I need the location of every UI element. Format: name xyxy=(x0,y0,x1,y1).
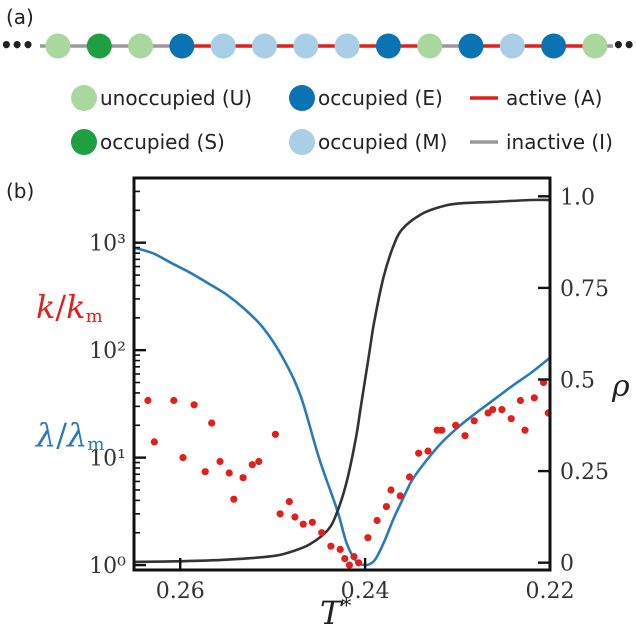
y-right-tick-label: 0.5 xyxy=(560,368,595,393)
y-left-tick-label: 10³ xyxy=(89,232,126,257)
k-data-point xyxy=(318,529,326,537)
k-data-point xyxy=(355,559,363,567)
k-data-point xyxy=(345,561,353,569)
k-data-point xyxy=(208,419,216,427)
y-left-tick-label: 10⁰ xyxy=(89,554,126,579)
chain-site xyxy=(375,33,401,59)
chain-site xyxy=(210,33,236,59)
panel-a-label: (a) xyxy=(6,5,34,29)
legend-active-label: active (A) xyxy=(506,86,602,110)
k-data-point xyxy=(230,495,238,503)
k-data-point xyxy=(364,534,372,542)
x-tick-label: 0.26 xyxy=(156,579,205,604)
legend-unoccupied-marker xyxy=(71,85,97,111)
k-data-point xyxy=(336,545,344,554)
y-left-label-lambda: λ/λm xyxy=(34,416,104,455)
legend-occupied-e-label: occupied (E) xyxy=(318,86,443,110)
chain-site xyxy=(582,33,608,59)
y-left-label-k: k/km xyxy=(36,288,103,327)
legend-unoccupied-label: unoccupied (U) xyxy=(100,86,252,110)
k-data-point xyxy=(507,415,515,423)
k-data-point xyxy=(516,396,525,405)
y-right-tick-label: 0.75 xyxy=(560,277,609,302)
legend: unoccupied (U) occupied (S) occupied (E)… xyxy=(71,85,613,155)
chain-site xyxy=(458,33,484,59)
k-data-point xyxy=(452,421,460,429)
k-data-point xyxy=(327,542,335,550)
k-data-point xyxy=(382,503,390,511)
legend-inactive-label: inactive (I) xyxy=(506,130,613,154)
y-left-tick-label: 10² xyxy=(89,339,126,364)
k-data-point xyxy=(461,432,469,440)
y-right-tick-label: 1.0 xyxy=(560,185,595,210)
panel-b-label: (b) xyxy=(6,179,34,203)
rho-curve xyxy=(133,198,551,564)
y-right-label: ρ xyxy=(611,369,630,404)
plot-frame xyxy=(132,176,552,572)
chain-site xyxy=(417,33,443,59)
k-data-point xyxy=(150,438,158,446)
chain-site xyxy=(334,33,360,59)
k-data-point xyxy=(144,396,152,405)
legend-occupied-m-label: occupied (M) xyxy=(318,130,447,154)
k-data-point xyxy=(179,454,187,462)
k-data-point xyxy=(255,457,263,466)
y-right-tick-label: 0.25 xyxy=(560,460,609,485)
x-tick-label: 0.22 xyxy=(526,579,575,604)
k-data-point xyxy=(415,449,423,457)
chain-site xyxy=(541,33,567,59)
k-data-point xyxy=(216,457,224,466)
chain-site xyxy=(293,33,319,59)
k-data-point xyxy=(470,417,478,425)
k-data-point xyxy=(341,555,349,563)
k-data-point xyxy=(276,510,284,518)
k-data-point xyxy=(170,396,178,405)
k-data-point xyxy=(530,394,538,402)
chain-site xyxy=(169,33,195,59)
ticks-layer: 10⁰ 10¹ 10² 10³ 0 0.25 0.5 0.75 1.0 0.26 0.24 0.22 xyxy=(89,177,609,604)
k-data-point xyxy=(438,426,446,434)
k-data-point xyxy=(190,401,198,409)
plot-area: 10⁰ 10¹ 10² 10³ 0 0.25 0.5 0.75 1.0 0.26 0.24 0.22 xyxy=(89,176,609,604)
chain-site xyxy=(499,33,525,59)
k-data-point xyxy=(489,406,497,414)
k-data-point xyxy=(291,513,299,521)
k-data-point xyxy=(271,430,279,438)
y-left-tick-label: 10¹ xyxy=(89,447,126,472)
y-right-tick-label: 0 xyxy=(560,552,574,577)
chain-ellipsis-left: ••• xyxy=(0,33,32,57)
k-data-point xyxy=(539,378,548,387)
chain-site xyxy=(128,33,154,59)
x-tick-label: 0.24 xyxy=(341,579,390,604)
k-data-point xyxy=(239,474,247,482)
k-data-point xyxy=(285,498,293,506)
legend-occupied-e-marker xyxy=(289,85,315,111)
k-data-point xyxy=(521,426,529,434)
lattice-chain xyxy=(40,33,613,59)
k-data-point xyxy=(201,468,209,476)
legend-occupied-m-marker xyxy=(289,129,315,155)
k-data-point xyxy=(373,516,381,525)
k-data-point xyxy=(299,520,307,528)
chain-site xyxy=(45,33,71,59)
chain-ellipsis-right: ••• xyxy=(612,33,636,57)
k-data-point xyxy=(387,486,395,494)
chain-site xyxy=(252,33,277,59)
k-data-point xyxy=(225,469,233,477)
legend-occupied-s-label: occupied (S) xyxy=(100,130,225,154)
k-data-point xyxy=(424,447,432,455)
k-data-point xyxy=(248,461,256,469)
k-data-point xyxy=(498,406,506,414)
k-data-point xyxy=(350,553,358,561)
x-axis-label: T* xyxy=(320,593,351,632)
legend-occupied-s-marker xyxy=(71,129,97,155)
k-data-point xyxy=(396,492,404,500)
series-layer xyxy=(133,198,552,569)
k-data-point xyxy=(405,473,414,481)
k-data-point xyxy=(308,518,316,526)
chain-site xyxy=(86,33,112,59)
